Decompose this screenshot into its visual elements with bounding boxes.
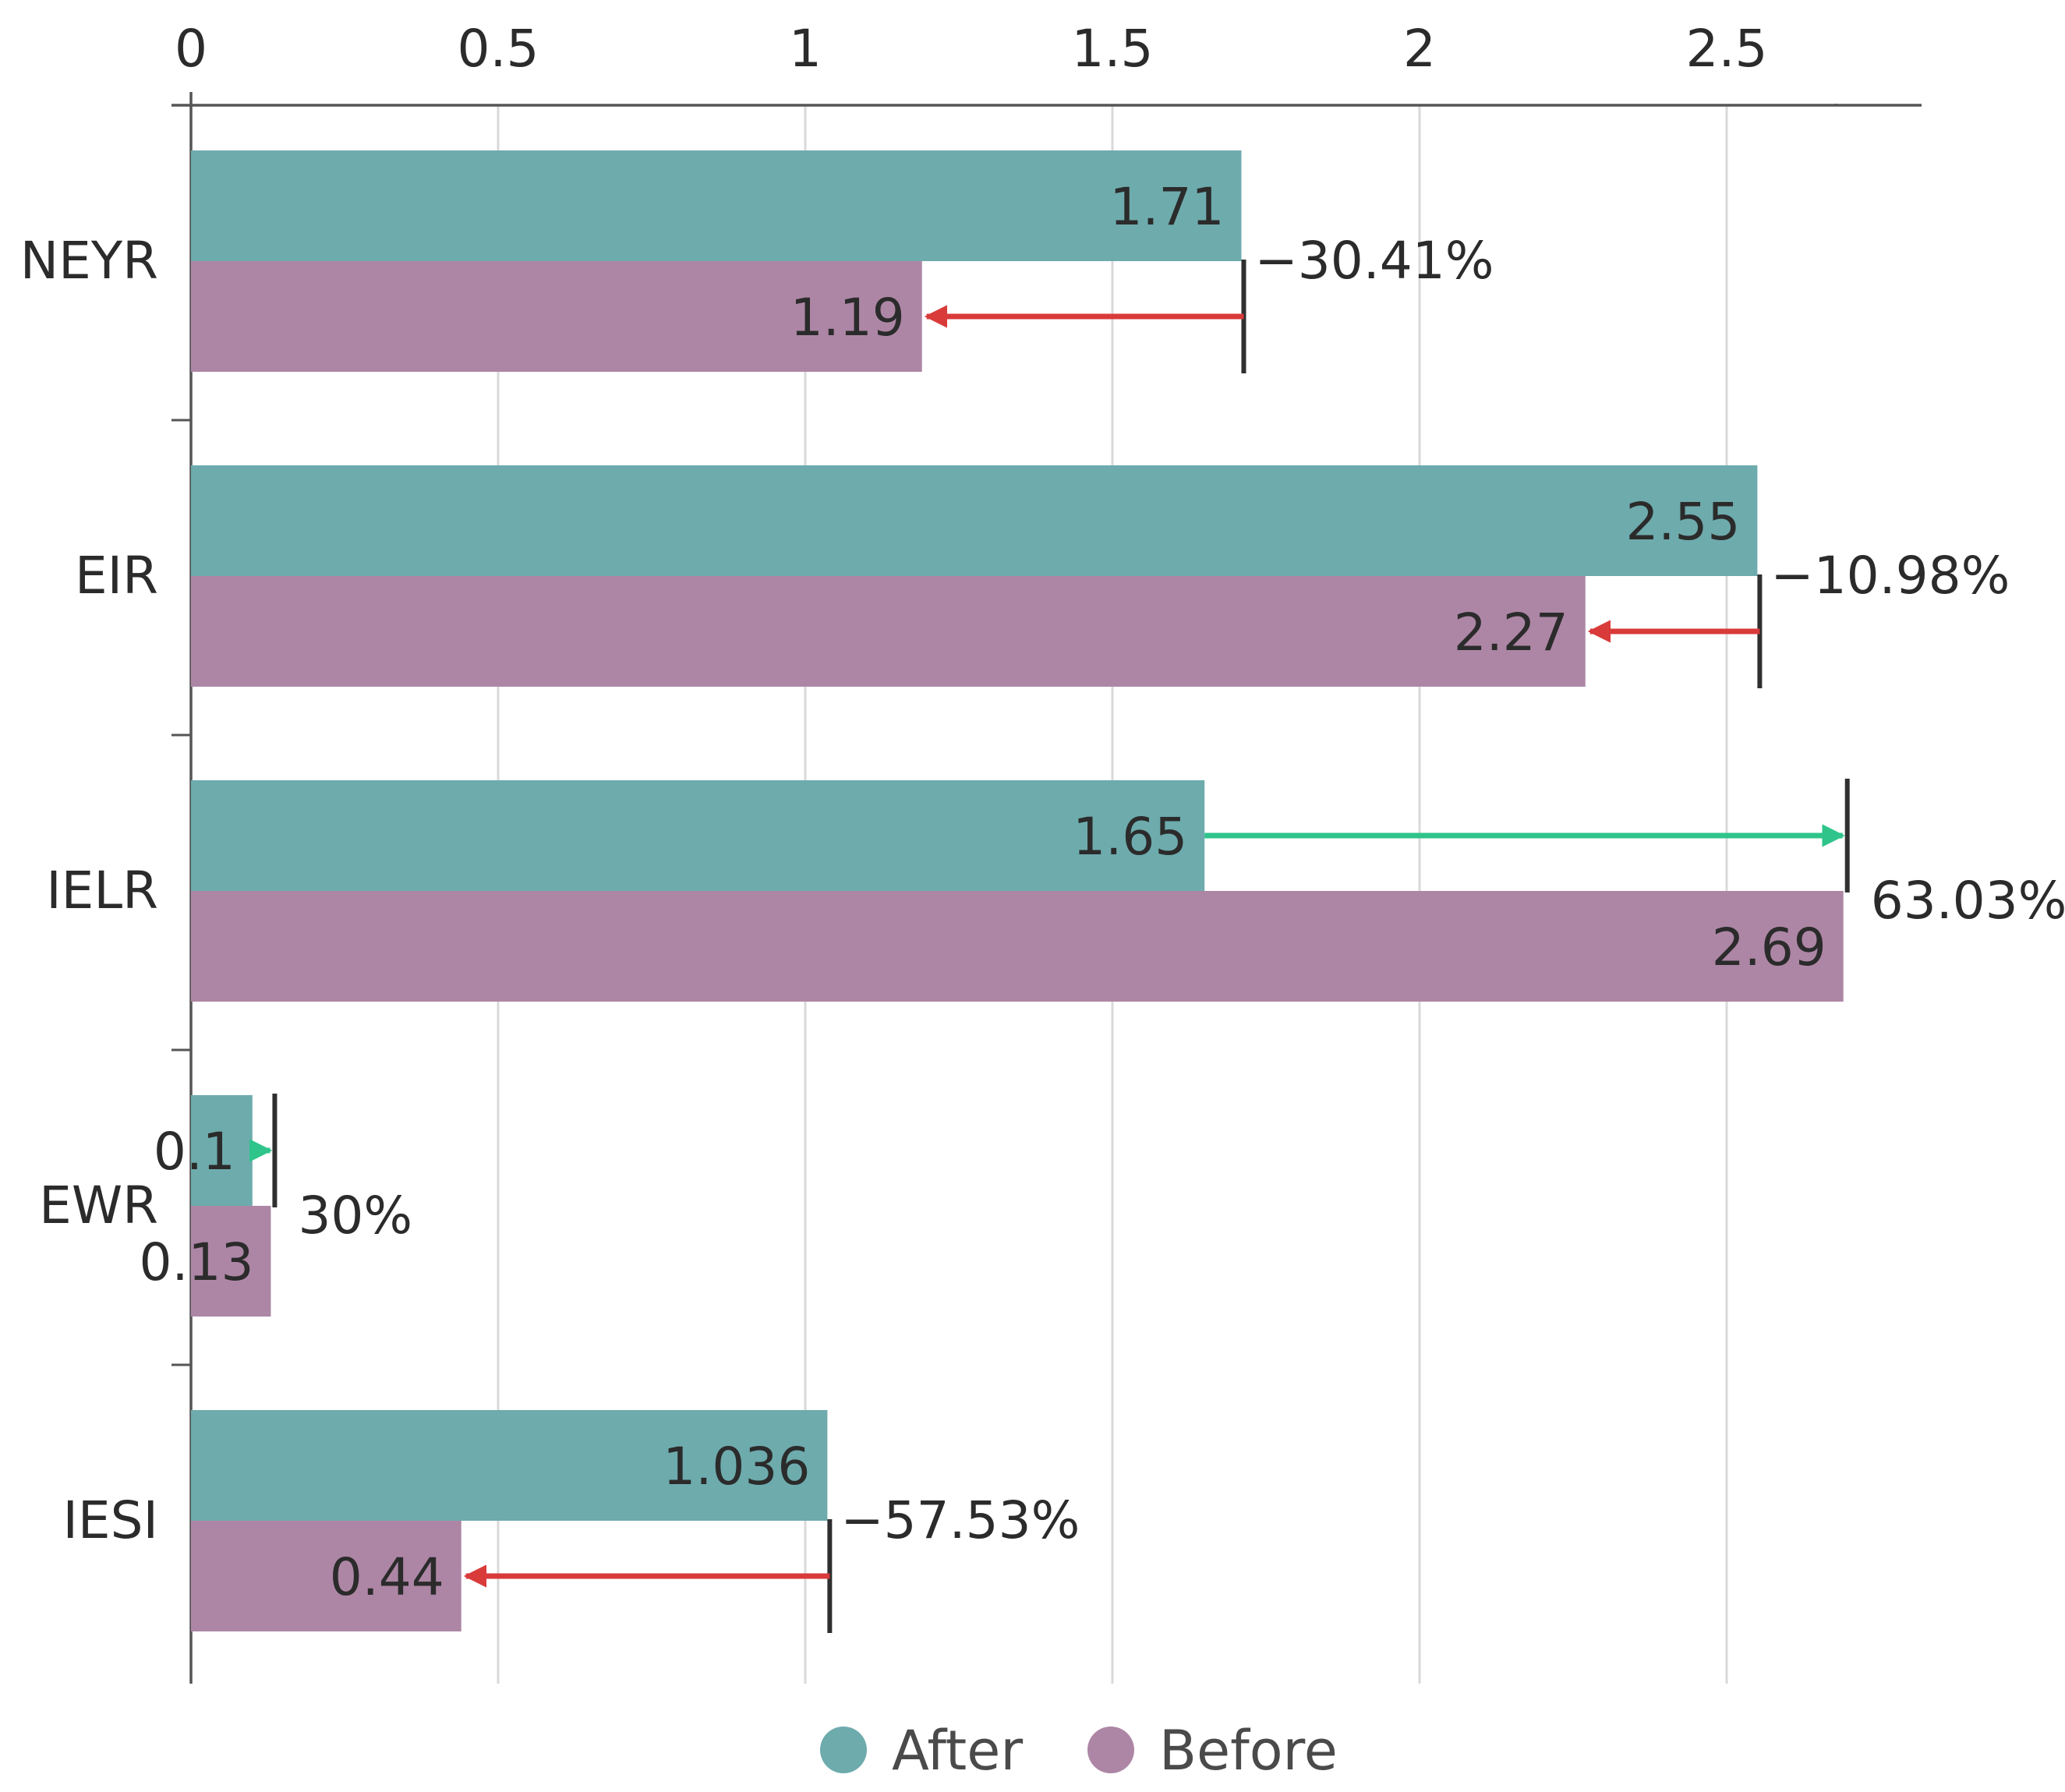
value-label-before-neyr: 1.19	[790, 288, 905, 348]
category-label-ewr: EWR	[39, 1175, 158, 1235]
category-label-ielr: IELR	[46, 861, 158, 921]
change-label-neyr: −30.41%	[1254, 231, 1494, 291]
x-tick-label-0: 0	[175, 19, 207, 79]
bar-after-eir	[191, 465, 1758, 576]
bar-after-neyr	[191, 150, 1242, 261]
value-label-after-iesi: 1.036	[663, 1437, 810, 1497]
legend-label-after: After	[892, 1719, 1023, 1783]
change-label-ielr: 63.03%	[1871, 871, 2065, 931]
value-label-after-ewr: 0.1	[154, 1122, 235, 1182]
bar-after-ielr	[191, 780, 1205, 891]
change-label-iesi: −57.53%	[840, 1490, 1080, 1550]
x-tick-label-2: 1	[789, 19, 822, 79]
bar-before-iesi	[191, 1521, 461, 1631]
value-label-after-ielr: 1.65	[1073, 807, 1187, 867]
change-label-eir: −10.98%	[1770, 546, 2010, 606]
bar-before-eir	[191, 576, 1586, 687]
x-tick-label-4: 2	[1403, 19, 1436, 79]
bar-before-ewr	[191, 1206, 271, 1317]
bar-before-neyr	[191, 261, 922, 372]
bar-after-ewr	[191, 1095, 253, 1206]
change-label-ewr: 30%	[298, 1186, 412, 1246]
x-tick-label-3: 1.5	[1072, 19, 1154, 79]
bar-after-iesi	[191, 1410, 828, 1521]
bar-before-ielr	[191, 891, 1844, 1002]
category-label-eir: EIR	[75, 546, 158, 606]
value-label-before-iesi: 0.44	[330, 1547, 444, 1607]
legend-swatch-after	[820, 1727, 867, 1773]
value-label-after-eir: 2.55	[1625, 492, 1740, 552]
value-label-after-neyr: 1.71	[1110, 177, 1225, 237]
legend-label-before: Before	[1159, 1719, 1338, 1783]
x-tick-label-5: 2.5	[1686, 19, 1768, 79]
value-label-before-ielr: 2.69	[1712, 917, 1826, 977]
x-tick-label-1: 0.5	[458, 19, 539, 79]
value-label-before-ewr: 0.13	[139, 1232, 253, 1292]
category-label-neyr: NEYR	[20, 231, 158, 291]
value-label-before-eir: 2.27	[1454, 603, 1568, 663]
legend-swatch-before	[1087, 1727, 1134, 1773]
category-label-iesi: IESI	[62, 1490, 158, 1550]
